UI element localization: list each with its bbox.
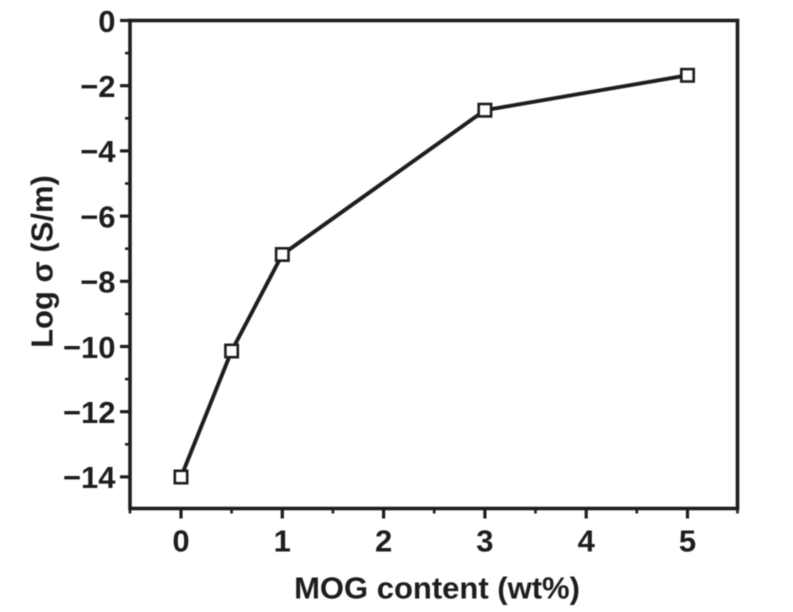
svg-text:1: 1 [274, 524, 291, 559]
svg-text:3: 3 [476, 524, 493, 559]
svg-text:0: 0 [98, 4, 115, 39]
svg-text:4: 4 [578, 524, 596, 559]
svg-text:−4: −4 [80, 134, 116, 169]
svg-text:2: 2 [375, 524, 392, 559]
svg-text:MOG content (wt%): MOG content (wt%) [294, 571, 580, 606]
svg-text:−10: −10 [63, 330, 116, 365]
svg-text:−14: −14 [63, 460, 116, 495]
svg-text:Log σ (S/m): Log σ (S/m) [25, 175, 60, 348]
svg-text:5: 5 [679, 524, 696, 559]
svg-text:0: 0 [172, 524, 189, 559]
svg-text:−12: −12 [63, 395, 116, 430]
svg-text:−6: −6 [80, 199, 115, 234]
svg-text:−2: −2 [80, 69, 115, 104]
svg-text:−8: −8 [80, 265, 115, 300]
